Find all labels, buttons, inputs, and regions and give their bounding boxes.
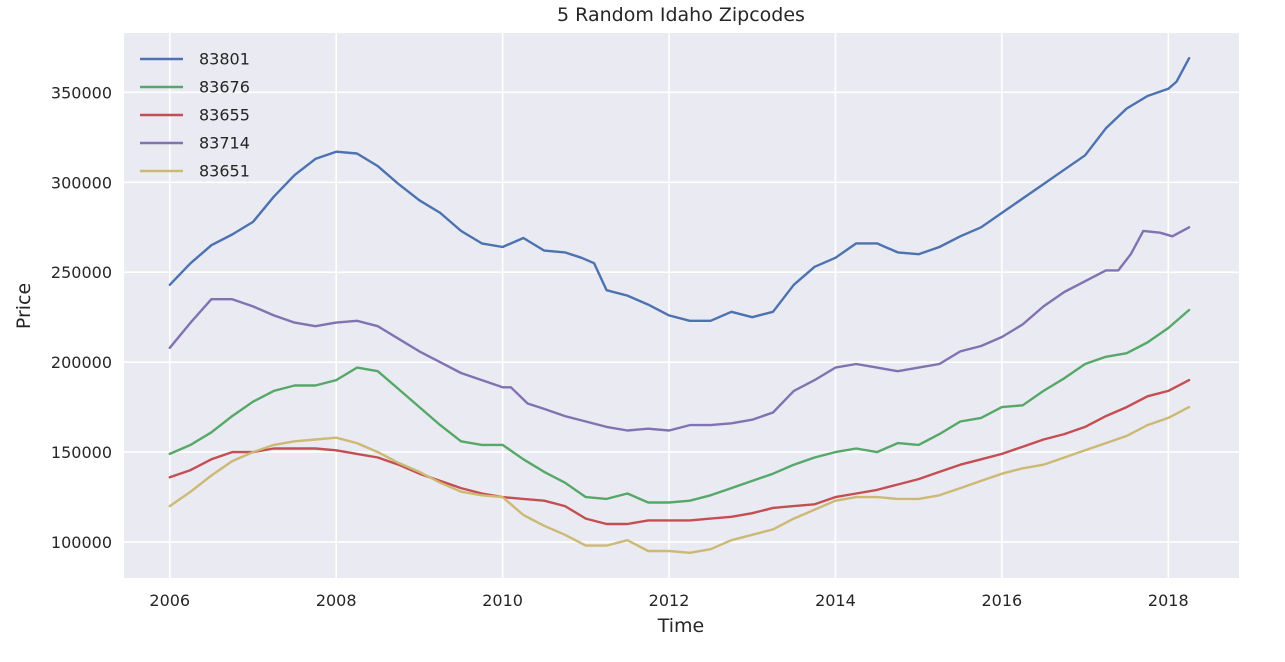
legend: 83801 83676 83655 83714 83651: [140, 50, 250, 181]
series-line-83676: [168, 308, 1191, 504]
x-tick-label: 2008: [316, 591, 357, 610]
x-tick-label: 2016: [981, 591, 1022, 610]
y-tick-label: 250000: [51, 263, 112, 282]
series-line-83651: [168, 405, 1191, 554]
x-axis-label: Time: [657, 615, 705, 637]
legend-label-83676: 83676: [199, 78, 250, 97]
y-tick-label: 350000: [51, 83, 112, 102]
legend-label-83714: 83714: [199, 134, 250, 153]
grid: [124, 33, 1239, 578]
x-tick-label: 2006: [149, 591, 190, 610]
x-tick-label: 2010: [482, 591, 523, 610]
series-line-83801: [168, 57, 1191, 322]
y-tick-label: 100000: [51, 533, 112, 552]
series-line-83714: [168, 226, 1191, 432]
legend-label-83651: 83651: [199, 162, 250, 181]
legend-label-83801: 83801: [199, 50, 250, 69]
y-tick-label: 200000: [51, 353, 112, 372]
series-line-83655: [168, 378, 1191, 526]
x-tick-labels: 2006 2008 2010 2012 2014 2016 2018: [149, 591, 1188, 610]
series-lines: [168, 57, 1191, 554]
y-tick-label: 300000: [51, 173, 112, 192]
x-tick-label: 2012: [649, 591, 690, 610]
y-tick-label: 150000: [51, 443, 112, 462]
y-tick-labels: 100000 150000 200000 250000 300000 350000: [51, 83, 112, 552]
x-tick-label: 2014: [815, 591, 856, 610]
x-tick-label: 2018: [1148, 591, 1189, 610]
chart-title: 5 Random Idaho Zipcodes: [557, 4, 805, 26]
legend-label-83655: 83655: [199, 106, 250, 125]
plot-background: [124, 33, 1239, 578]
y-axis-label: Price: [13, 283, 35, 329]
